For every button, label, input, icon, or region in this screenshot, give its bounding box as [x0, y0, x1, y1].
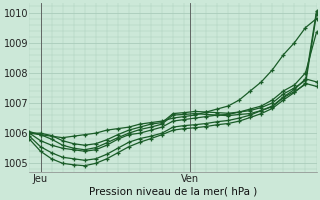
- X-axis label: Pression niveau de la mer( hPa ): Pression niveau de la mer( hPa ): [89, 187, 257, 197]
